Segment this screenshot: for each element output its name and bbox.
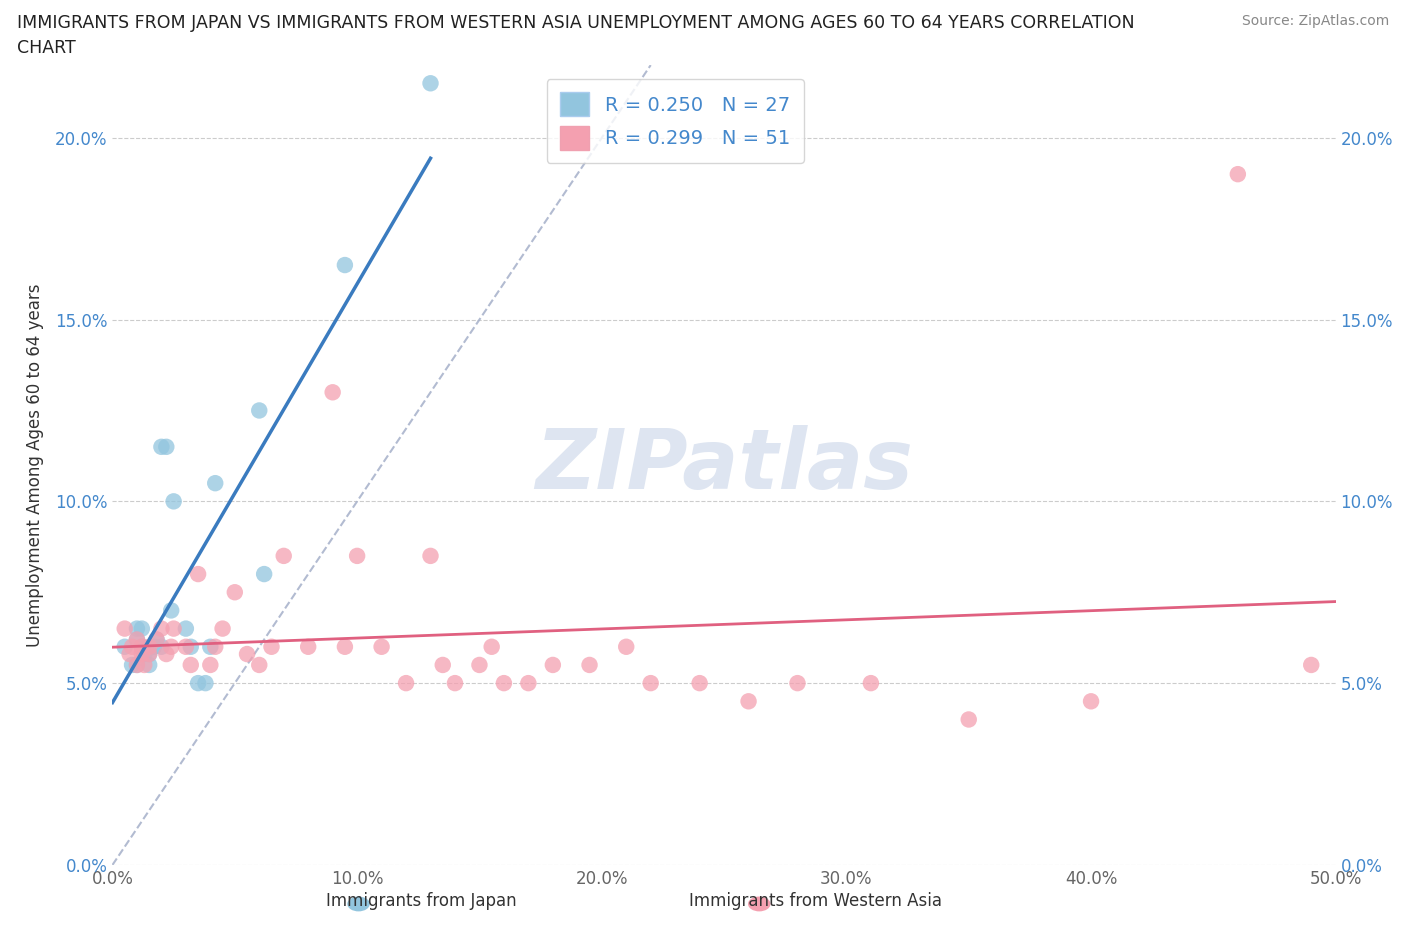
Point: [786, 676, 808, 691]
Text: Immigrants from Western Asia: Immigrants from Western Asia: [689, 892, 942, 910]
Point: [273, 549, 295, 564]
Point: [1080, 694, 1102, 709]
Point: [180, 658, 202, 672]
Point: [125, 658, 148, 672]
Text: CHART: CHART: [17, 39, 76, 57]
Point: [155, 646, 177, 661]
Point: [187, 676, 209, 691]
Point: [432, 658, 454, 672]
Point: [163, 494, 186, 509]
Point: [160, 639, 183, 654]
Point: [247, 658, 270, 672]
Point: [155, 439, 177, 454]
Point: [150, 439, 173, 454]
Point: [689, 676, 711, 691]
Text: IMMIGRANTS FROM JAPAN VS IMMIGRANTS FROM WESTERN ASIA UNEMPLOYMENT AMONG AGES 60: IMMIGRANTS FROM JAPAN VS IMMIGRANTS FROM…: [17, 14, 1135, 32]
Point: [174, 639, 197, 654]
Point: [224, 585, 246, 600]
Point: [134, 646, 156, 661]
Point: [145, 632, 167, 647]
Point: [253, 566, 276, 581]
Point: [346, 549, 368, 564]
Point: [145, 632, 167, 647]
Point: [131, 639, 153, 654]
Point: [125, 632, 148, 647]
Point: [333, 639, 356, 654]
Point: [859, 676, 882, 691]
Point: [180, 639, 202, 654]
Point: [174, 621, 197, 636]
Point: [468, 658, 491, 672]
Point: [114, 639, 136, 654]
Point: [1301, 658, 1323, 672]
Text: Source: ZipAtlas.com: Source: ZipAtlas.com: [1241, 14, 1389, 28]
Point: [194, 676, 217, 691]
Point: [204, 639, 226, 654]
Point: [322, 385, 344, 400]
Point: [118, 646, 141, 661]
Point: [640, 676, 662, 691]
Point: [134, 658, 156, 672]
Point: [143, 639, 166, 654]
Point: [492, 676, 515, 691]
Y-axis label: Unemployment Among Ages 60 to 64 years: Unemployment Among Ages 60 to 64 years: [25, 284, 44, 646]
Point: [138, 646, 160, 661]
Point: [395, 676, 418, 691]
Point: [125, 621, 148, 636]
Point: [200, 658, 222, 672]
Point: [957, 712, 980, 727]
Point: [419, 549, 441, 564]
Point: [131, 621, 153, 636]
Point: [297, 639, 319, 654]
Point: [150, 621, 173, 636]
Point: [160, 603, 183, 618]
Point: [114, 621, 136, 636]
Point: [138, 658, 160, 672]
Point: [481, 639, 503, 654]
Point: [150, 639, 173, 654]
Point: [517, 676, 540, 691]
Point: [236, 646, 259, 661]
Point: [121, 639, 143, 654]
Point: [187, 566, 209, 581]
Point: [541, 658, 564, 672]
Legend: R = 0.250   N = 27, R = 0.299   N = 51: R = 0.250 N = 27, R = 0.299 N = 51: [547, 79, 804, 163]
Point: [163, 621, 186, 636]
Point: [131, 646, 153, 661]
Point: [138, 639, 160, 654]
Point: [419, 76, 441, 91]
Point: [125, 658, 148, 672]
Point: [121, 658, 143, 672]
Point: [131, 639, 153, 654]
Point: [247, 403, 270, 418]
Point: [578, 658, 600, 672]
Point: [1226, 166, 1249, 181]
Point: [444, 676, 467, 691]
Point: [370, 639, 392, 654]
Point: [211, 621, 233, 636]
Point: [333, 258, 356, 272]
Point: [614, 639, 637, 654]
Point: [200, 639, 222, 654]
Point: [737, 694, 759, 709]
Point: [138, 646, 160, 661]
Text: ZIPatlas: ZIPatlas: [536, 424, 912, 506]
Point: [125, 632, 148, 647]
Point: [204, 476, 226, 491]
Point: [260, 639, 283, 654]
Text: Immigrants from Japan: Immigrants from Japan: [326, 892, 517, 910]
